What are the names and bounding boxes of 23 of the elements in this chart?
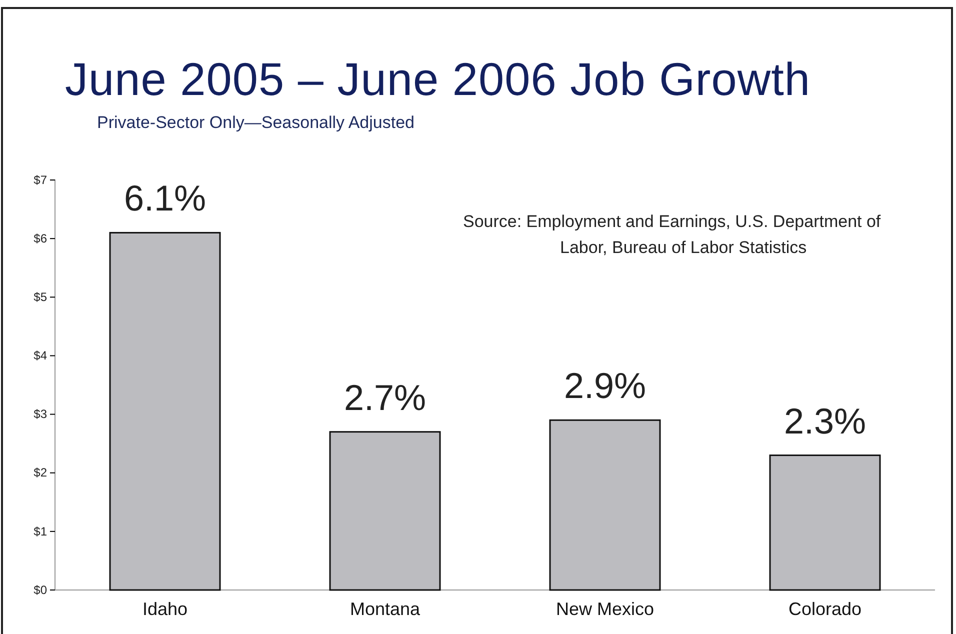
y-tick-label: $1 [34,524,48,538]
y-tick-label: $2 [34,466,48,480]
y-tick-label: $6 [34,231,48,246]
bar [109,232,221,591]
data-label: 2.7% [344,376,426,418]
bar [549,419,661,591]
x-tick-label: Montana [350,598,422,619]
y-tick-label: $4 [34,348,48,363]
y-tick-label: $3 [34,407,48,422]
bar [769,454,881,591]
chart-title: June 2005 – June 2006 Job Growth [65,53,810,105]
y-tick-label: $0 [34,582,48,597]
x-tick-label: Colorado [788,598,862,619]
x-tick-label: New Mexico [556,598,654,619]
y-tick-label: $5 [34,290,48,304]
x-tick-label: Idaho [142,598,188,619]
bar [329,431,441,591]
data-label: 2.3% [784,400,866,442]
data-label: 6.1% [124,178,206,219]
data-label: 2.9% [564,365,646,406]
annotation: Source: Employment and Earnings, U.S. Department of Labor, Bureau of Labor Statistics [463,212,881,257]
y-tick-label: $7 [34,172,48,187]
chart-subtitle: Private-Sector Only—Seasonally Adjusted [97,113,414,132]
